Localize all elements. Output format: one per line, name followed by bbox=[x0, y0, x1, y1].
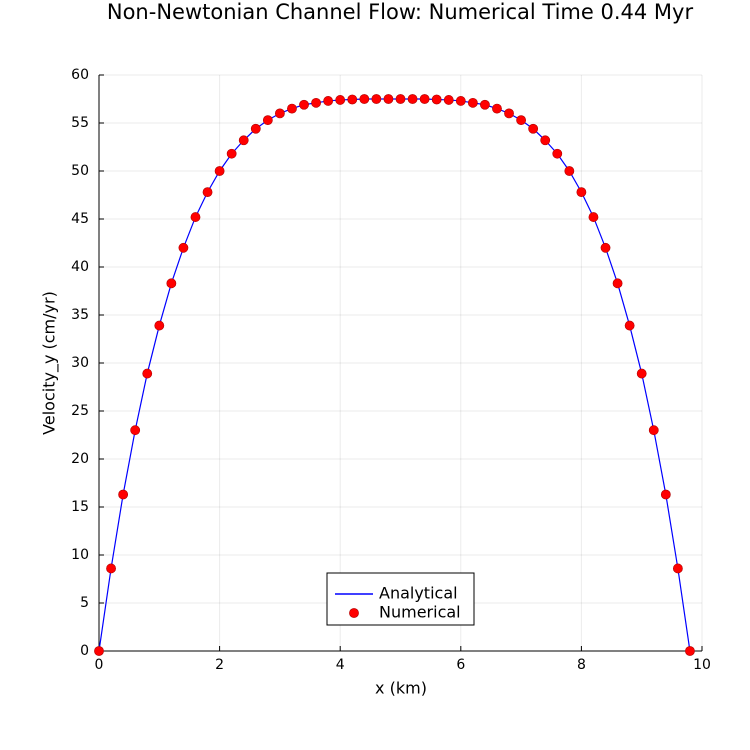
y-tick-label: 50 bbox=[71, 163, 89, 179]
data-point bbox=[492, 103, 502, 114]
data-point bbox=[395, 94, 406, 104]
data-point bbox=[624, 320, 635, 331]
data-point bbox=[407, 94, 418, 104]
data-point bbox=[528, 123, 539, 134]
x-tick-label: 2 bbox=[215, 657, 224, 673]
data-point bbox=[648, 425, 659, 436]
data-point bbox=[467, 97, 478, 108]
y-tick-label: 45 bbox=[71, 211, 89, 227]
data-point bbox=[540, 135, 551, 146]
data-point bbox=[480, 99, 490, 110]
data-point bbox=[238, 135, 249, 146]
x-tick-label: 0 bbox=[95, 657, 104, 673]
y-tick-label: 30 bbox=[71, 355, 89, 371]
y-tick-label: 20 bbox=[71, 451, 89, 467]
data-point bbox=[600, 242, 611, 253]
data-point bbox=[142, 368, 153, 379]
data-point bbox=[130, 425, 141, 436]
legend-label: Numerical bbox=[379, 603, 461, 622]
data-point bbox=[202, 187, 213, 198]
data-point bbox=[287, 103, 297, 114]
data-point bbox=[431, 94, 442, 105]
data-point bbox=[455, 96, 466, 106]
x-tick-label: 4 bbox=[336, 657, 345, 673]
data-point bbox=[672, 563, 683, 574]
data-point bbox=[359, 94, 370, 104]
data-point bbox=[323, 96, 334, 106]
data-point bbox=[443, 95, 454, 105]
x-tick-label: 8 bbox=[577, 657, 586, 673]
data-point bbox=[516, 115, 526, 126]
data-point bbox=[576, 187, 587, 198]
x-tick-label: 10 bbox=[693, 657, 711, 673]
data-point bbox=[564, 166, 575, 176]
data-point bbox=[166, 278, 177, 289]
data-point bbox=[226, 148, 237, 159]
x-tick-label: 6 bbox=[456, 657, 465, 673]
data-point bbox=[660, 489, 671, 500]
y-tick-label: 60 bbox=[71, 67, 89, 83]
data-point bbox=[335, 95, 346, 105]
data-point bbox=[299, 99, 309, 110]
data-point bbox=[419, 94, 430, 104]
data-point bbox=[214, 166, 225, 176]
data-point bbox=[347, 94, 358, 105]
data-point bbox=[190, 212, 201, 222]
data-point bbox=[588, 212, 599, 222]
data-point bbox=[106, 563, 116, 574]
y-tick-label: 15 bbox=[71, 499, 89, 515]
y-tick-label: 0 bbox=[80, 643, 89, 659]
data-point bbox=[311, 97, 321, 108]
data-point bbox=[94, 646, 104, 656]
data-point bbox=[636, 368, 647, 379]
y-tick-label: 10 bbox=[71, 547, 89, 563]
y-tick-label: 40 bbox=[71, 259, 89, 275]
y-axis-label: Velocity_y (cm/yr) bbox=[40, 291, 60, 435]
data-point bbox=[154, 320, 165, 331]
data-point bbox=[274, 108, 285, 119]
y-tick-label: 5 bbox=[80, 595, 89, 611]
data-point bbox=[552, 148, 563, 159]
data-point bbox=[118, 489, 129, 500]
y-tick-label: 55 bbox=[71, 115, 89, 131]
legend-label: Analytical bbox=[379, 584, 458, 603]
data-point bbox=[612, 278, 623, 289]
data-point bbox=[262, 115, 273, 126]
data-point bbox=[685, 646, 695, 656]
y-tick-label: 25 bbox=[71, 403, 89, 419]
y-tick-label: 35 bbox=[71, 307, 89, 323]
data-point bbox=[504, 108, 514, 119]
data-point bbox=[371, 94, 382, 104]
data-point bbox=[178, 242, 189, 253]
data-point bbox=[383, 94, 394, 104]
data-point bbox=[250, 123, 261, 134]
legend-swatch bbox=[349, 608, 359, 618]
chart-title: Non-Newtonian Channel Flow: Numerical Ti… bbox=[107, 0, 694, 24]
x-axis-label: x (km) bbox=[375, 679, 427, 698]
